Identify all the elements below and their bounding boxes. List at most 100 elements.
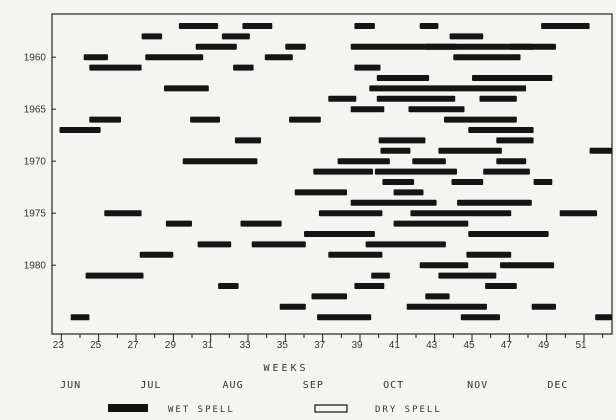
x-tick-label: 41 [389,340,401,351]
wet-spell-bar [410,210,512,217]
wet-spell-bar [393,189,424,196]
wet-spell-bar [589,147,612,154]
wet-spell-bar [393,220,469,227]
month-labels: JUN JUL AUG SEP OCT NOV DEC [60,380,567,391]
wet-spell-bar [350,199,437,206]
wet-spell-bar [89,116,121,123]
wet-spell-bar [496,137,534,144]
wet-spell-bar [374,168,457,175]
wet-spell-bar [378,137,426,144]
wet-spell-bar [221,33,250,40]
x-tick-label: 37 [314,340,326,351]
wet-spell-bar [444,116,517,123]
wet-spell-bar [425,43,457,50]
x-tick-label: 51 [575,340,587,351]
wet-spell-bar [190,116,220,123]
wet-spell-bar [145,54,204,61]
x-tick-label: 47 [501,340,513,351]
wet-spell-bar [479,95,517,102]
month-label: JUN [60,380,81,391]
legend: WET SPELL DRY SPELL [108,404,440,415]
wet-spell-bar [197,241,232,248]
wet-spell-bar [139,251,174,258]
x-tick-label: 39 [351,340,363,351]
x-axis: 23 25 27 29 31 33 35 37 39 41 43 45 47 49 51 [53,334,604,351]
wet-spell-bar [195,43,237,50]
wet-spell-bar [350,106,385,113]
wet-spell-bar [354,64,381,71]
wet-spell-bar [376,95,456,102]
x-tick-label: 23 [53,340,65,351]
wet-spell-bar [509,43,534,50]
wet-spell-bar [412,158,446,165]
wet-spell-bar [453,54,521,61]
wet-spell-bar [233,64,254,71]
legend-dry-swatch [314,404,348,413]
wet-spell-bar [318,210,383,217]
x-tick-label: 33 [239,340,251,351]
wet-spell-bar [83,54,108,61]
plot-frame [51,13,613,335]
wet-spell-bar [182,158,258,165]
wet-spell-bar [451,179,484,185]
month-label: AUG [223,380,244,391]
wet-spell-bar [380,147,411,154]
wet-spell-bar [466,251,512,258]
wet-spell-bar [369,85,527,92]
wet-spell-bar [328,95,357,102]
wet-spell-bar [242,23,273,29]
wet-spell-bar [541,23,590,29]
x-axis-title: WEEKS [263,363,308,374]
wet-spell-bar [483,168,530,175]
x-tick-label: 43 [426,340,438,351]
wet-spell-bar [70,314,90,321]
wet-spell-bar [313,168,373,175]
wet-spell-bar [218,283,239,289]
x-tick-label: 25 [90,340,102,351]
x-tick-label: 29 [165,340,177,351]
wet-spell-bar [419,23,439,29]
wet-spell-bar [533,179,553,185]
wet-spell-bar [457,199,532,206]
x-tick-label: 35 [277,340,289,351]
wet-spell-bar [304,231,375,237]
wet-spell-bar [419,262,469,269]
legend-wet-label: WET SPELL [168,405,235,415]
wet-spell-bar [279,303,306,310]
wet-spell-bar [59,127,101,133]
wet-spell-bar [472,75,553,81]
legend-wet-swatch [108,404,148,412]
wet-spell-bar [240,220,282,227]
wet-spell-bar [289,116,321,123]
wet-spell-bar [264,54,293,61]
month-label: JUL [140,380,161,391]
wet-spell-bar [559,210,597,217]
wet-spell-bar [531,303,556,310]
wet-spell-bar [165,220,192,227]
y-axis: 1960 1965 1970 1975 1980 [24,53,56,272]
month-label: SEP [303,380,324,391]
x-tick-label: 31 [202,340,214,351]
wet-spell-bar [141,33,163,40]
wet-spell-bar [449,33,484,40]
x-tick-label: 49 [538,340,550,351]
wet-spell-bar [468,231,549,237]
y-tick-label: 1965 [24,105,47,116]
month-label: NOV [467,380,488,391]
wet-spell-bar [595,314,612,321]
wet-spell-bar [294,189,347,196]
wet-spell-bar [485,283,517,289]
wet-spell-bar [500,262,555,269]
y-tick-label: 1960 [24,53,47,64]
wet-spell-bar [317,314,372,321]
wet-spell-bar [311,293,347,300]
x-tick-label: 27 [127,340,139,351]
spell-bars [59,23,612,321]
wet-spell-bar [376,75,430,81]
wet-spell-bar [438,272,497,279]
wet-spell-bar [354,23,375,29]
x-tick-label: 45 [463,340,475,351]
month-label: OCT [383,380,404,391]
wet-spell-bar [337,158,390,165]
